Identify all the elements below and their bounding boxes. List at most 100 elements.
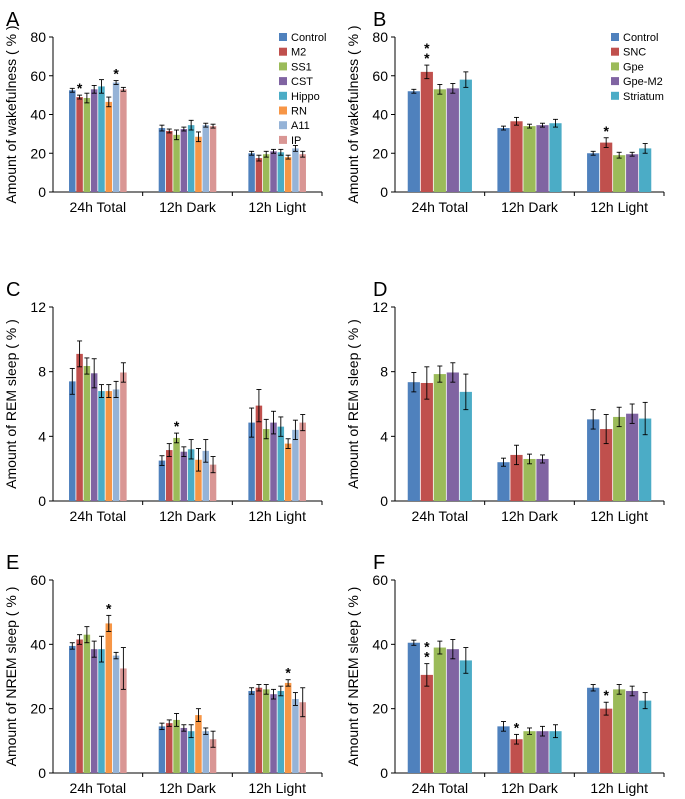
bar-snc-12h-light <box>600 429 613 501</box>
bar-control-12h-dark <box>158 460 166 501</box>
bar-cst-24h-total <box>90 373 98 501</box>
x-tick-label: 12h Dark <box>501 508 559 524</box>
bar-a11-12h-dark <box>202 731 209 773</box>
legend-swatch-striatum <box>611 91 619 100</box>
significance-star: * <box>285 665 291 681</box>
y-tick-label: 8 <box>38 364 46 380</box>
legend-label-cst: CST <box>291 76 313 88</box>
bar-control-12h-light <box>248 422 255 501</box>
x-tick-label: 24h Total <box>70 199 127 215</box>
bar-m2-24h-total <box>76 353 83 501</box>
bar-snc-12h-dark <box>510 121 523 192</box>
bar-control-12h-light <box>248 153 255 192</box>
bar-m2-24h-total <box>76 97 83 192</box>
y-tick-label: 4 <box>380 428 388 444</box>
y-tick-label: 12 <box>372 299 388 315</box>
bar-striatum-12h-light <box>639 148 652 192</box>
y-tick-label: 20 <box>372 145 388 161</box>
bar-m2-24h-total <box>76 639 83 773</box>
significance-star: * <box>424 40 430 56</box>
bar-control-12h-dark <box>158 726 166 773</box>
bar-a11-12h-dark <box>202 450 209 501</box>
panel-label: F <box>373 552 385 574</box>
y-tick-label: 20 <box>30 145 46 161</box>
legend-swatch-control <box>279 33 287 41</box>
bar-a11-12h-dark <box>202 125 209 192</box>
y-tick-label: 60 <box>372 572 388 588</box>
bar-control-12h-light <box>248 690 255 773</box>
legend-label-control: Control <box>623 32 658 44</box>
bar-ip-12h-dark <box>209 126 217 192</box>
bar-a11-24h-total <box>112 82 120 192</box>
y-axis-title: Amount of REM sleep ( % ) <box>3 319 19 489</box>
bar-ss1-12h-dark <box>173 437 180 501</box>
y-tick-label: 80 <box>372 29 388 45</box>
legend-label-a11: A11 <box>291 120 310 132</box>
y-tick-label: 0 <box>380 765 388 781</box>
x-tick-label: 24h Total <box>70 780 127 796</box>
legend-label-snc: SNC <box>623 47 646 59</box>
significance-star: * <box>424 649 430 665</box>
significance-star: * <box>514 719 520 735</box>
bar-gpe-12h-light <box>613 689 626 773</box>
y-tick-label: 80 <box>30 29 46 45</box>
x-tick-label: 12h Light <box>590 199 648 215</box>
bar-control-24h-total <box>69 381 76 501</box>
legend-label-ip: IP <box>291 135 301 147</box>
legend-label-gpe: Gpe <box>623 61 644 73</box>
y-tick-label: 0 <box>38 493 46 509</box>
panel-b: B Amount of wakefulness ( % ) 0 20 40 60 80 24h… <box>345 9 665 215</box>
bar-ss1-12h-dark <box>173 719 180 773</box>
panel-label: E <box>6 552 19 574</box>
bar-gpe-24h-total <box>433 89 446 192</box>
bar-cst-12h-light <box>270 151 277 192</box>
legend-swatch-ss1 <box>279 62 287 71</box>
panel-label: A <box>6 9 20 31</box>
bar-gpe-12h-dark <box>523 731 536 773</box>
y-tick-label: 40 <box>372 107 388 123</box>
x-tick-label: 12h Light <box>248 199 306 215</box>
bar-m2-12h-dark <box>166 130 173 192</box>
y-tick-label: 40 <box>372 636 388 652</box>
bar-cst-12h-light <box>270 694 277 773</box>
bar-ss1-12h-light <box>262 689 270 773</box>
panel-label: B <box>373 9 386 31</box>
bar-a11-12h-light <box>292 148 299 192</box>
y-tick-label: 0 <box>380 493 388 509</box>
x-tick-label: 12h Dark <box>159 199 217 215</box>
bar-hippo-24h-total <box>98 86 105 192</box>
bar-control-12h-dark <box>497 462 510 501</box>
significance-star: * <box>424 639 430 655</box>
bar-ss1-24h-total <box>83 98 91 192</box>
y-tick-label: 12 <box>30 299 46 315</box>
legend-swatch-m2 <box>279 47 287 56</box>
legend-label-striatum: Striatum <box>623 91 664 103</box>
x-tick-label: 12h Dark <box>501 780 559 796</box>
bar-m2-12h-light <box>255 687 263 773</box>
bar-ip-24h-total <box>120 372 127 501</box>
y-tick-label: 60 <box>372 68 388 84</box>
bar-striatum-24h-total <box>459 79 472 192</box>
legend-swatch-gpe <box>611 62 619 71</box>
bar-cst-12h-dark <box>180 451 188 501</box>
bar-control-12h-dark <box>497 128 510 192</box>
bar-rn-24h-total <box>105 391 113 501</box>
bar-rn-12h-dark <box>195 715 202 773</box>
legend-swatch-a11 <box>279 121 287 130</box>
bar-hippo-12h-light <box>277 152 285 192</box>
bar-striatum-12h-dark <box>549 123 562 192</box>
bar-control-24h-total <box>407 382 420 501</box>
bar-gpe-m2-24h-total <box>446 372 459 501</box>
bar-hippo-12h-dark <box>187 125 195 192</box>
legend-swatch-gpe-m2 <box>611 77 619 86</box>
significance-star: * <box>77 80 83 96</box>
bar-cst-24h-total <box>90 649 98 773</box>
y-tick-label: 40 <box>30 107 46 123</box>
bar-gpe-12h-dark <box>523 126 536 192</box>
bar-gpe-12h-light <box>613 416 626 501</box>
bar-snc-12h-light <box>600 708 613 773</box>
bar-gpe-m2-12h-dark <box>536 731 549 773</box>
bar-striatum-24h-total <box>459 660 472 773</box>
x-tick-label: 12h Light <box>590 780 648 796</box>
